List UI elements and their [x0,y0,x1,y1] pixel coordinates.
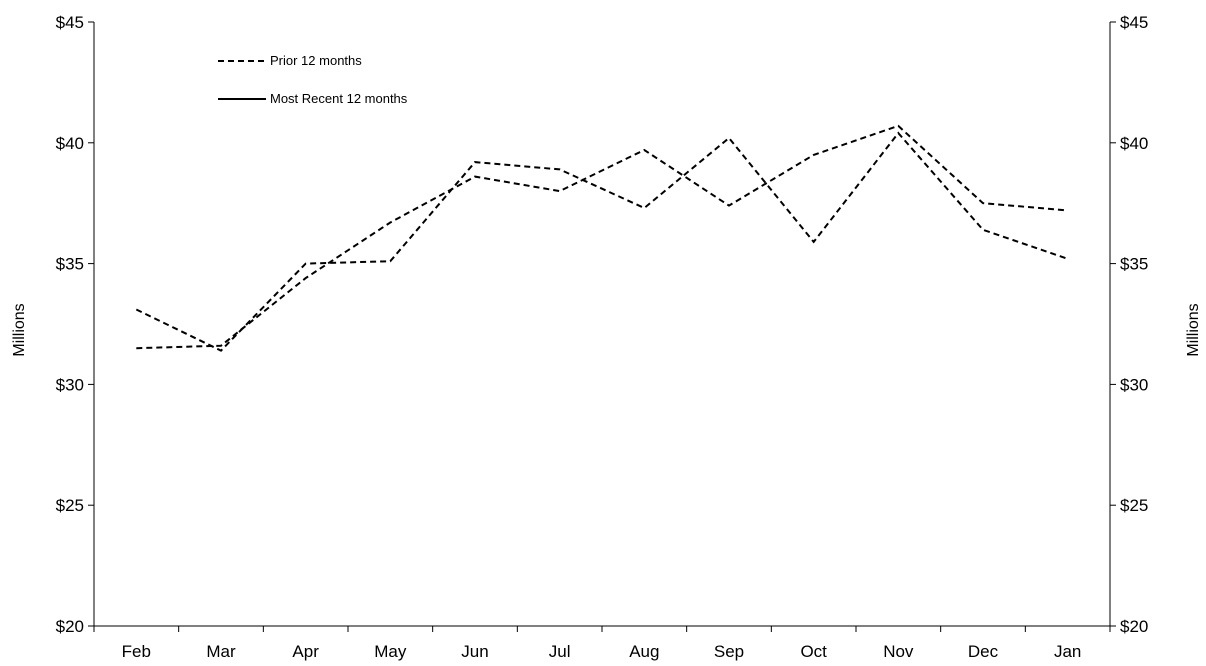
y-tick-label-left: $35 [56,255,84,274]
x-tick-label: Nov [883,642,914,661]
y-tick-label-left: $25 [56,496,84,515]
series-layer [135,124,1069,352]
x-tick-label: Apr [292,642,319,661]
y-tick-label-right: $35 [1120,255,1148,274]
x-tick-label: Jun [461,642,488,661]
legend-label-prior: Prior 12 months [270,53,362,68]
y-tick-label-right: $20 [1120,617,1148,636]
y-tick-label-right: $45 [1120,13,1148,32]
y-axis-label-right: Millions [1185,303,1202,356]
x-tick-label: Jul [549,642,571,661]
series-line-recent [136,124,1068,350]
y-tick-label-right: $25 [1120,496,1148,515]
x-tick-label: Aug [629,642,659,661]
y-tick-label-left: $20 [56,617,84,636]
axes: $20 $20 $25 $25 $30 $30 $35 $35 $40 $40 $45 $45 Feb M… [56,13,1149,661]
y-tick-label-left: $40 [56,134,84,153]
x-tick-label: Mar [206,642,236,661]
x-tick-label: Sep [714,642,744,661]
series-line-prior [135,131,1069,352]
x-tick-label: Jan [1054,642,1081,661]
y-tick-label-right: $30 [1120,375,1148,394]
y-tick-label-left: $45 [56,13,84,32]
y-axis-label-left: Millions [11,303,28,356]
x-tick-label: Oct [800,642,827,661]
y-tick-label-right: $40 [1120,134,1148,153]
legend-label-recent: Most Recent 12 months [270,91,408,106]
x-tick-label: Dec [968,642,999,661]
x-tick-label: Feb [122,642,151,661]
x-tick-label: May [374,642,407,661]
y-tick-label-left: $30 [56,375,84,394]
legend: Prior 12 months Most Recent 12 months [218,53,408,106]
